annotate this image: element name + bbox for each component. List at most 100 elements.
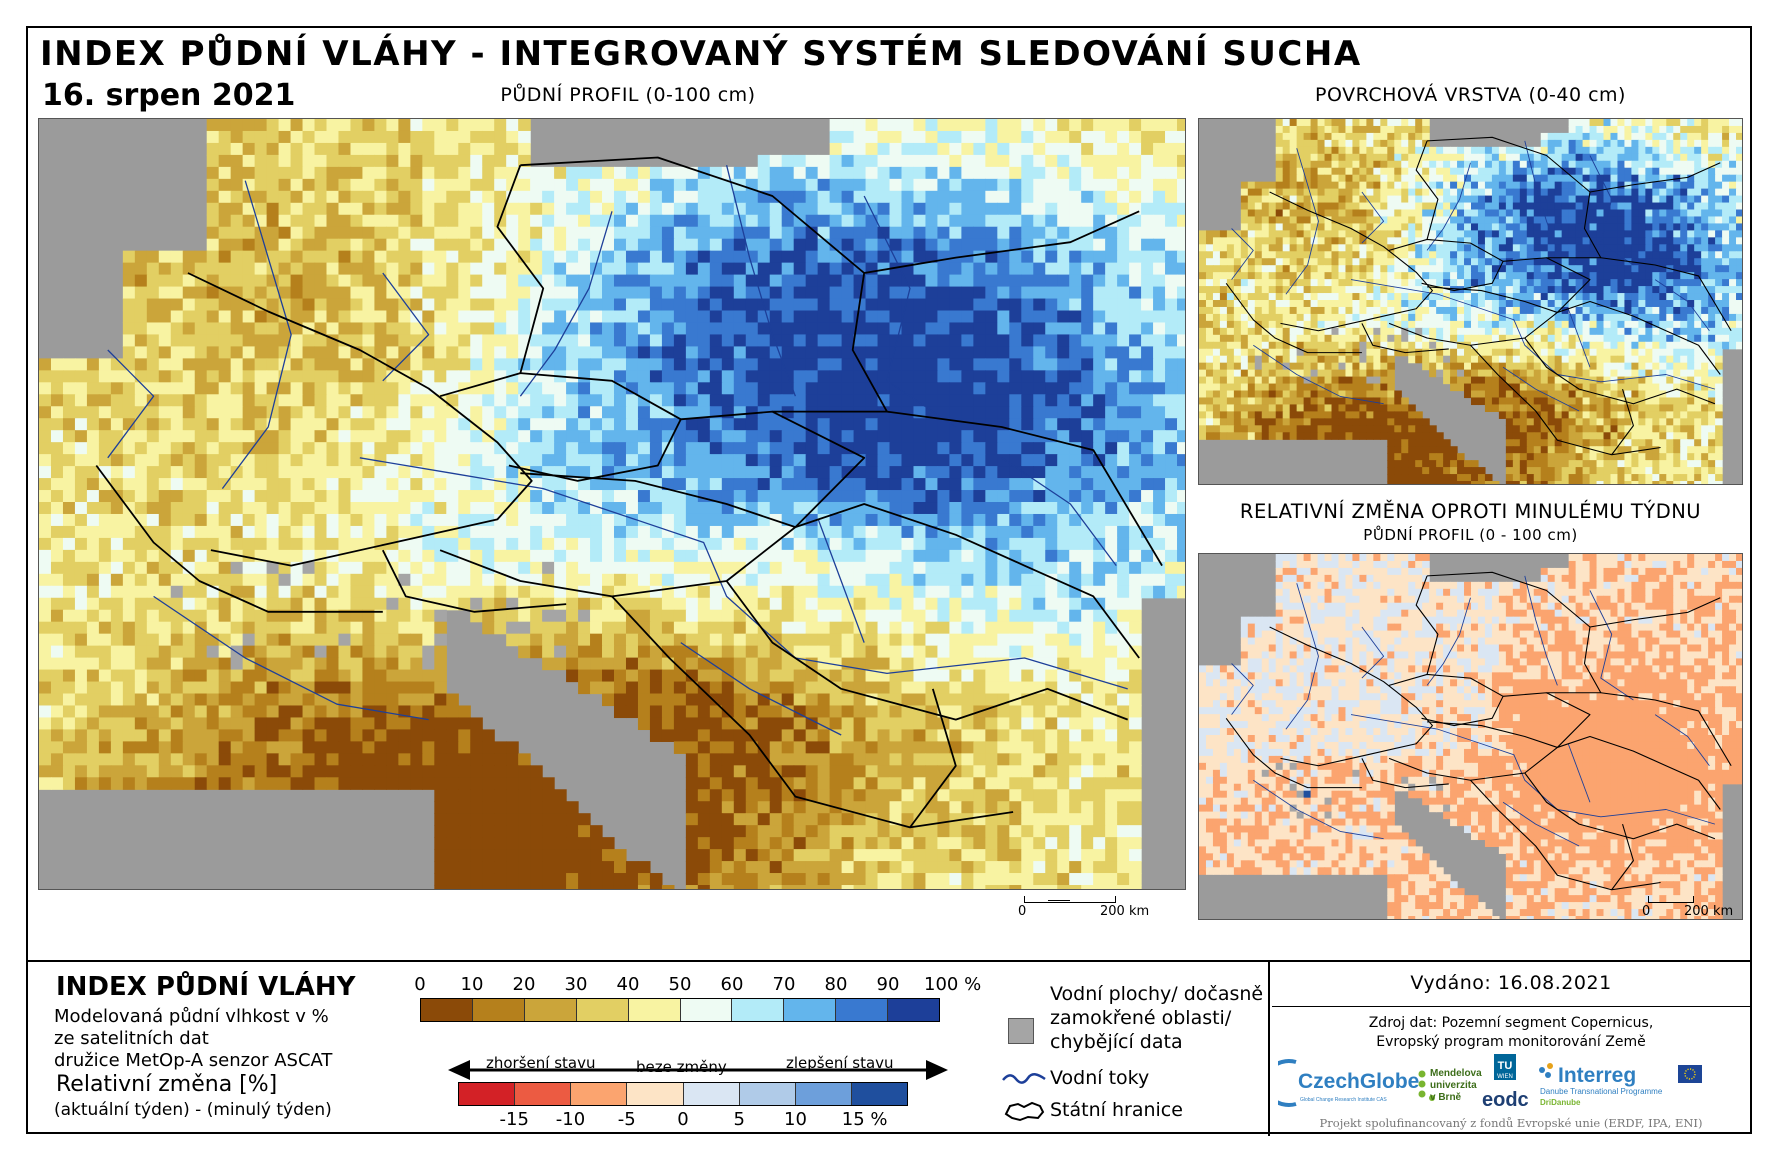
change-scale-tick: 10: [784, 1109, 807, 1130]
river-line: [1567, 743, 1591, 803]
change-color-bin: [459, 1083, 516, 1105]
moisture-color-scale: [420, 998, 940, 1022]
relative-change-map-canvas: [1199, 554, 1742, 919]
change-scale-tick: 5: [733, 1109, 745, 1130]
data-source-line-2: Evropský program monitorování Země: [1376, 1034, 1646, 1050]
river-line: [1253, 344, 1384, 405]
country-border: [909, 688, 957, 828]
river-line: [1654, 714, 1710, 767]
soil-profile-map[interactable]: [38, 118, 1186, 890]
moisture-scale-tick: 100 %: [924, 974, 982, 995]
country-border: [1225, 282, 1362, 354]
change-scale-tick: 15 %: [841, 1109, 888, 1130]
river-line: [1426, 162, 1471, 251]
change-scale-tick: -15: [499, 1109, 529, 1130]
moisture-scale-tick: 70: [772, 974, 796, 995]
moisture-color-bin: [472, 999, 525, 1021]
river-line: [1285, 148, 1319, 295]
river-line: [1524, 575, 1558, 686]
country-border: [1269, 191, 1433, 332]
country-border: [1524, 772, 1716, 840]
moisture-scale-tick: 40: [616, 974, 640, 995]
issued-date: Vydáno: 16.08.2021: [1410, 972, 1612, 994]
scalebar-end-label: 200 km: [1684, 904, 1734, 919]
czechglobe-logo-subtext: Global Change Research Institute CAS: [1300, 1097, 1387, 1103]
change-color-scale: [458, 1082, 908, 1106]
country-border: [1503, 257, 1591, 313]
moisture-scale-tick: 10: [460, 974, 484, 995]
main-map-title: PŮDNÍ PROFIL (0-100 cm): [500, 84, 756, 106]
country-border: [1557, 735, 1721, 810]
legend-description-line-2: ze satelitních dat: [54, 1028, 209, 1049]
missing-data-label-line-2: zamokřené oblasti/: [1050, 1007, 1232, 1029]
mendelu-logo-line-1: Mendelova: [1430, 1068, 1482, 1079]
missing-data-swatch: [1008, 1018, 1034, 1044]
legend-description-line-1: Modelovaná půdní vlhkost v %: [54, 1006, 329, 1027]
country-border: [1611, 388, 1634, 456]
relative-change-title: Relativní změna [%]: [56, 1072, 278, 1097]
data-source: Zdroj dat: Pozemní segment Copernicus, E…: [1272, 1014, 1750, 1052]
change-map-subtitle: PŮDNÍ PROFIL (0 - 100 cm): [1363, 526, 1578, 544]
mendelu-logo-line-3: v Brně: [1430, 1092, 1462, 1103]
tu-wien-logo-line-2: WIEN: [1497, 1074, 1513, 1080]
bulletin-title: INDEX PŮDNÍ VLÁHY - INTEGROVANÝ SYSTÉM S…: [40, 34, 1362, 74]
legend-panel: INDEX PŮDNÍ VLÁHY Modelovaná půdní vlhko…: [28, 960, 1750, 1136]
country-border: [496, 164, 545, 374]
tu-wien-logo: TU WIEN: [1494, 1054, 1516, 1080]
river-line: [1350, 279, 1716, 390]
country-border: [1600, 692, 1732, 767]
mendelu-logo: Mendelova univerzita v Brně: [1418, 1068, 1482, 1103]
country-border: [1600, 257, 1732, 332]
change-scale-tick: -5: [617, 1109, 636, 1130]
scalebar-start-label: 0: [1018, 904, 1027, 919]
moisture-color-bin: [836, 999, 889, 1021]
river-line: [1361, 626, 1385, 679]
change-color-bin: [795, 1083, 852, 1105]
river-line: [153, 595, 429, 721]
partner-logos: CzechGlobe Global Change Research Instit…: [1278, 1054, 1702, 1111]
change-map-title: RELATIVNÍ ZMĚNA OPROTI MINULÉMU TÝDNU: [1239, 500, 1702, 523]
river-line: [725, 165, 796, 397]
river-line: [1350, 714, 1716, 825]
river-line: [221, 180, 292, 490]
relative-change-map[interactable]: [1198, 553, 1743, 920]
country-border: [1415, 575, 1439, 675]
country-border: [1589, 162, 1721, 193]
country-border: [187, 272, 533, 567]
moisture-scale-tick: 80: [824, 974, 848, 995]
moisture-color-bin: [732, 999, 785, 1021]
change-color-bin: [739, 1083, 796, 1105]
country-border: [864, 210, 1140, 274]
river-line: [1567, 308, 1591, 368]
scalebar-start-label: 0: [1642, 904, 1651, 919]
interreg-logo-subtext-1: Danube Transnational Programme: [1540, 1087, 1663, 1096]
eodc-logo: eodc: [1482, 1089, 1529, 1111]
bulletin-date: 16. srpen 2021: [42, 78, 296, 113]
change-scale-ticks: -15 -10 -5 0 5 10 15 %: [458, 1109, 908, 1131]
change-scale-tick: 0: [677, 1109, 689, 1130]
moisture-color-bin: [576, 999, 629, 1021]
country-border: [1225, 717, 1362, 789]
river-line-icon: [1002, 1073, 1046, 1084]
country-border: [1524, 337, 1716, 405]
country-border: [1388, 721, 1558, 781]
country-border: [1415, 140, 1439, 240]
country-border: [1427, 571, 1602, 694]
surface-layer-map-canvas: [1199, 119, 1742, 484]
scalebar-end-label: 200 km: [1100, 904, 1150, 919]
interreg-logo: Interreg Danube Transnational Programme …: [1539, 1063, 1702, 1107]
river-line: [1231, 663, 1254, 715]
river-line: [519, 211, 613, 397]
country-border: [95, 464, 383, 613]
rivers-label: Vodní toky: [1050, 1067, 1150, 1089]
missing-data-label: Vodní plochy/ dočasně zamokřené oblasti/…: [1050, 982, 1263, 1054]
river-line: [1589, 590, 1634, 701]
surface-layer-map[interactable]: [1198, 118, 1743, 485]
missing-data-label-line-3: chybějící data: [1050, 1031, 1183, 1053]
moisture-color-bin: [888, 999, 940, 1021]
issued-divider: [1272, 1006, 1750, 1007]
main-map-scalebar: 0 200 km: [1016, 896, 1186, 920]
arrow-label-better: zlepšení stavu: [786, 1054, 894, 1072]
legend-divider: [1268, 962, 1270, 1136]
tu-wien-logo-line-1: TU: [1498, 1060, 1513, 1072]
